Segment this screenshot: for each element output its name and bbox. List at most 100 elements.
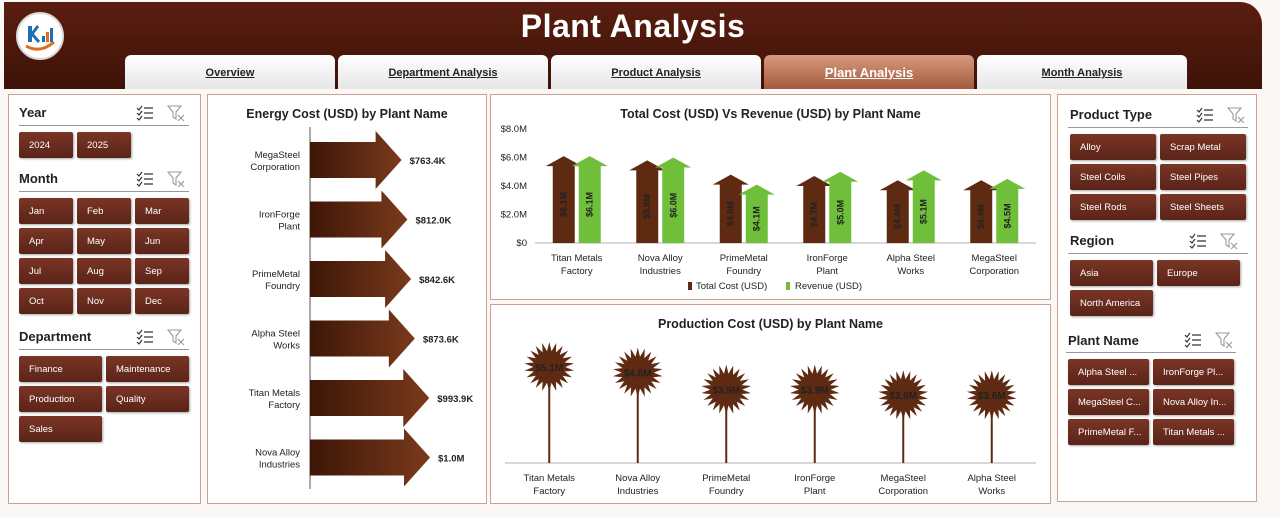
data-label: $5.0M — [835, 200, 845, 225]
multi-select-icon[interactable] — [1196, 107, 1214, 123]
clear-filter-icon[interactable] — [167, 329, 185, 345]
clear-filter-icon[interactable] — [1220, 233, 1238, 249]
slicer-divider — [1068, 253, 1248, 254]
revenue-bar — [738, 184, 775, 243]
data-label: $873.6K — [423, 335, 459, 346]
category-label: Alpha Steel — [967, 473, 1016, 484]
clear-filter-icon[interactable] — [1215, 332, 1233, 348]
slicer-divider — [19, 349, 189, 350]
plant-name-option[interactable]: IronForge Pl... — [1153, 359, 1234, 385]
total-cost-bar — [712, 174, 749, 243]
data-label: $812.0K — [415, 216, 451, 227]
clear-filter-icon[interactable] — [167, 171, 185, 187]
plant-name-option[interactable]: PrimeMetal F... — [1068, 419, 1149, 445]
plant-name-option[interactable]: MegaSteel C... — [1068, 389, 1149, 415]
clear-filter-icon[interactable] — [1227, 107, 1245, 123]
category-label: Factory — [533, 486, 565, 497]
data-label: $993.9K — [437, 394, 473, 405]
month-option[interactable]: Oct — [19, 288, 73, 314]
left-filter-panel: Year 2024 2025 Month Jan Feb Mar Apr May… — [8, 94, 201, 504]
year-option[interactable]: 2024 — [19, 132, 73, 158]
month-option[interactable]: Jul — [19, 258, 73, 284]
slicer-plant-name-title: Plant Name — [1068, 333, 1139, 348]
category-label: MegaSteel — [972, 253, 1017, 264]
tab-month-analysis[interactable]: Month Analysis — [977, 55, 1187, 89]
month-option[interactable]: Jun — [135, 228, 189, 254]
product-type-option[interactable]: Steel Pipes — [1160, 164, 1246, 190]
right-filter-panel: Product Type Alloy Scrap Metal Steel Coi… — [1057, 94, 1257, 502]
revenue-bar — [571, 156, 608, 243]
month-option[interactable]: Nov — [77, 288, 131, 314]
month-option[interactable]: Aug — [77, 258, 131, 284]
slicer-divider — [1066, 352, 1236, 353]
tab-overview[interactable]: Overview — [125, 55, 335, 89]
department-option[interactable]: Maintenance — [106, 356, 189, 382]
plant-name-option[interactable]: Alpha Steel ... — [1068, 359, 1149, 385]
energy-cost-bar — [310, 250, 412, 308]
department-option[interactable]: Production — [19, 386, 102, 412]
cost-revenue-chart: $8.0M $6.0M $4.0M $2.0M $0 $6.1M $6.1M Titan Me… — [501, 124, 1036, 292]
clear-filter-icon[interactable] — [167, 105, 185, 121]
category-label: Industries — [640, 266, 681, 277]
month-option[interactable]: Jan — [19, 198, 73, 224]
department-option[interactable]: Finance — [19, 356, 102, 382]
region-option[interactable]: Asia — [1070, 260, 1153, 286]
product-type-option[interactable]: Scrap Metal — [1160, 134, 1246, 160]
category-label: IronForge — [259, 210, 300, 221]
tab-product-analysis[interactable]: Product Analysis — [551, 55, 761, 89]
category-label: Plant — [816, 266, 838, 277]
plant-name-option[interactable]: Titan Metals ... — [1153, 419, 1234, 445]
legend-swatch-total-cost — [688, 282, 692, 290]
multi-select-icon[interactable] — [136, 105, 154, 121]
slicer-month-title: Month — [19, 171, 58, 186]
data-label: $763.4K — [410, 156, 446, 167]
department-option[interactable]: Quality — [106, 386, 189, 412]
category-label: Nova Alloy — [255, 448, 300, 459]
chart-title: Total Cost (USD) Vs Revenue (USD) by Pla… — [620, 107, 921, 121]
plant-name-option[interactable]: Nova Alloy In... — [1153, 389, 1234, 415]
month-option[interactable]: Feb — [77, 198, 131, 224]
production-cost-chart-panel: Production Cost (USD) by Plant Name $5.1… — [490, 304, 1051, 504]
total-cost-bar — [629, 160, 666, 243]
region-option[interactable]: North America — [1070, 290, 1153, 316]
product-type-option[interactable]: Steel Coils — [1070, 164, 1156, 190]
logo-icon — [22, 18, 58, 54]
energy-cost-bar — [310, 131, 402, 189]
category-label: Foundry — [709, 486, 744, 497]
department-option[interactable]: Sales — [19, 416, 102, 442]
tab-plant-analysis[interactable]: Plant Analysis — [764, 55, 974, 89]
category-label: IronForge — [807, 253, 848, 264]
chart-title: Energy Cost (USD) by Plant Name — [246, 107, 448, 121]
category-label: Foundry — [265, 281, 300, 292]
total-cost-bar — [879, 180, 916, 243]
product-type-option[interactable]: Steel Rods — [1070, 194, 1156, 220]
multi-select-icon[interactable] — [136, 329, 154, 345]
category-label: Works — [978, 486, 1005, 497]
data-label: $4.5M — [1002, 203, 1012, 228]
region-option[interactable]: Europe — [1157, 260, 1240, 286]
month-option[interactable]: Sep — [135, 258, 189, 284]
category-label: Industries — [617, 486, 658, 497]
month-option[interactable]: Apr — [19, 228, 73, 254]
multi-select-icon[interactable] — [136, 171, 154, 187]
revenue-bar — [905, 170, 942, 243]
category-label: Factory — [268, 400, 300, 411]
year-option[interactable]: 2025 — [77, 132, 131, 158]
slicer-department-title: Department — [19, 329, 92, 344]
data-label: $4.7M — [809, 202, 819, 227]
multi-select-icon[interactable] — [1189, 233, 1207, 249]
month-option[interactable]: May — [77, 228, 131, 254]
y-tick-label: $6.0M — [501, 153, 527, 164]
multi-select-icon[interactable] — [1184, 332, 1202, 348]
data-label: $5.1M — [535, 363, 563, 374]
category-label: Nova Alloy — [638, 253, 683, 264]
category-label: Works — [273, 341, 300, 352]
product-type-option[interactable]: Steel Sheets — [1160, 194, 1246, 220]
product-type-option[interactable]: Alloy — [1070, 134, 1156, 160]
month-option[interactable]: Dec — [135, 288, 189, 314]
month-option[interactable]: Mar — [135, 198, 189, 224]
category-label: Titan Metals — [249, 388, 301, 399]
data-label: $6.1M — [559, 192, 569, 217]
data-label: $1.0M — [438, 454, 464, 465]
tab-department-analysis[interactable]: Department Analysis — [338, 55, 548, 89]
